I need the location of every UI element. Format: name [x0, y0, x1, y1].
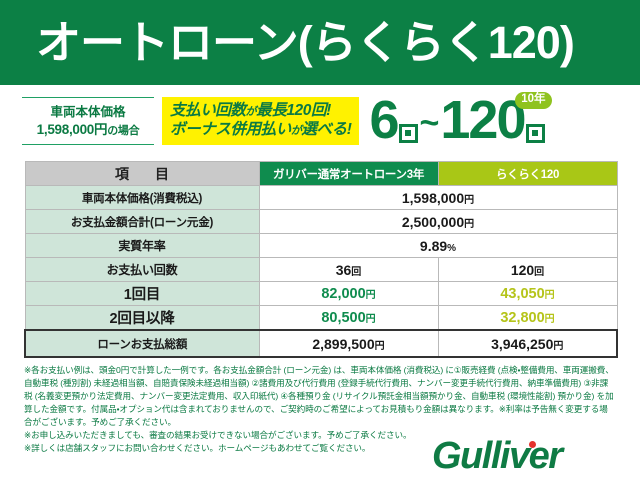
- disclaimer-text: ※各お支払い例は、頭金0円で計算した一例です。各お支払金額合計 (ローン元金) …: [24, 364, 616, 455]
- disclaimer-paragraph-3: ※詳しくは店舗スタッフにお問い合わせください。ホームページもあわせてご覧ください…: [24, 443, 371, 454]
- row-value-rakuraku: 43,050円: [437, 281, 618, 306]
- cell-value: 9.89: [419, 237, 448, 254]
- cell-value: 120: [510, 261, 535, 278]
- table-row: 実質年率 9.89%: [24, 233, 618, 258]
- vehicle-price-note: 車両本体価格 1,598,000円の場合: [22, 96, 154, 146]
- vehicle-price-value: 1,598,000円: [36, 121, 108, 137]
- hero-strip: 車両本体価格 1,598,000円の場合 支払い回数が最長120回! ボーナス併…: [0, 85, 640, 157]
- cell-value: 43,050: [500, 285, 545, 302]
- range-max-value: 120: [440, 90, 526, 151]
- footer-area: ※各お支払い例は、頭金0円で計算した一例です。各お支払金額合計 (ローン元金) …: [24, 364, 616, 475]
- cell-unit: 円: [365, 313, 376, 325]
- row-value-rakuraku: 120回: [437, 257, 618, 282]
- range-min-value: 6: [369, 90, 399, 151]
- header-banner: オートローン(らくらく120): [0, 0, 640, 85]
- row-label: 1回目: [24, 281, 260, 306]
- cell-value: 3,946,250: [491, 335, 554, 352]
- table-row: ローンお支払総額 2,899,500円 3,946,250円: [24, 329, 618, 358]
- promo-highlight-box: 支払い回数が最長120回! ボーナス併用払いが選べる!: [162, 96, 360, 146]
- cell-unit: 円: [464, 194, 475, 206]
- gulliver-logo-dot-icon: [529, 441, 536, 449]
- promo-line-1: 支払い回数が最長120回!: [170, 102, 351, 121]
- page-title: オートローン(らくらく120): [36, 17, 575, 68]
- row-label: 実質年率: [24, 233, 260, 258]
- row-value-rakuraku: 3,946,250円: [437, 329, 618, 358]
- promo-line-2-particle: が: [290, 124, 302, 137]
- promo-line-1-particle: が: [245, 105, 257, 118]
- range-separator: ~: [419, 103, 440, 142]
- column-header-standard-loan: ガリバー通常オートローン3年: [258, 161, 439, 186]
- cell-value: 2,899,500: [312, 335, 375, 352]
- cell-unit: 回: [351, 266, 362, 278]
- row-label: お支払い回数: [24, 257, 260, 282]
- vehicle-price-amount: 1,598,000円の場合: [22, 121, 154, 139]
- row-value-both: 9.89%: [258, 233, 618, 258]
- kai-unit-icon: [525, 123, 545, 143]
- promo-line-1-tail: 最長120回!: [256, 101, 331, 119]
- table-row: お支払い回数 36回 120回: [24, 257, 618, 282]
- row-label: 2回目以降: [24, 305, 260, 331]
- row-value-standard: 2,899,500円: [258, 329, 439, 358]
- row-value-both: 2,500,000円: [258, 209, 618, 234]
- cell-unit: 円: [374, 340, 385, 352]
- row-label: お支払金額合計(ローン元金): [24, 209, 260, 234]
- vehicle-price-suffix: の場合: [107, 124, 140, 137]
- promo-line-2: ボーナス併用払いが選べる!: [170, 120, 352, 140]
- gulliver-logo: Gulliver: [432, 437, 612, 483]
- promo-line-2-head: ボーナス併用払い: [170, 120, 291, 138]
- row-value-standard: 80,500円: [258, 305, 439, 331]
- cell-value: 1,598,000: [401, 189, 465, 206]
- cell-unit: 円: [464, 218, 475, 230]
- cell-unit: 円: [553, 340, 564, 352]
- installment-range: 6 ~ 120 10年: [369, 90, 552, 151]
- cell-value: 80,500: [321, 309, 366, 326]
- row-value-both: 1,598,000円: [258, 185, 618, 210]
- table-row: お支払金額合計(ローン元金) 2,500,000円: [24, 209, 618, 234]
- column-header-rakuraku120: らくらく120: [437, 161, 618, 186]
- kai-unit-icon: [398, 123, 418, 143]
- promo-line-2-tail: 選べる!: [301, 120, 352, 138]
- cell-value: 32,800: [500, 309, 545, 326]
- cell-unit: 円: [544, 289, 555, 301]
- disclaimer-paragraph-1: ※各お支払い例は、頭金0円で計算した一例です。各お支払金額合計 (ローン元金) …: [24, 365, 614, 428]
- table-row: 2回目以降 80,500円 32,800円: [24, 305, 618, 331]
- cell-value: 36: [335, 261, 352, 278]
- promo-line-1-head: 支払い回数: [170, 101, 246, 119]
- loan-comparison-table-wrap: 項 目 ガリバー通常オートローン3年 らくらく120 車両本体価格(消費税込) 1…: [24, 161, 618, 358]
- cell-unit: 回: [534, 266, 545, 278]
- cell-unit: 円: [544, 313, 555, 325]
- column-header-item: 項 目: [24, 161, 260, 186]
- table-body: 車両本体価格(消費税込) 1,598,000円 お支払金額合計(ローン元金) 2,50…: [24, 185, 618, 358]
- gulliver-logo-text: Gulliver: [432, 435, 563, 478]
- row-label: 車両本体価格(消費税込): [24, 185, 260, 210]
- disclaimer-paragraph-2: ※お申し込みいただきましても、審査の結果お受けできない場合がございます。予めご了…: [24, 430, 412, 441]
- ten-year-badge: 10年: [515, 92, 552, 109]
- row-value-standard: 82,000円: [258, 281, 439, 306]
- row-value-rakuraku: 32,800円: [437, 305, 618, 331]
- cell-value: 2,500,000: [401, 213, 465, 230]
- cell-unit: 円: [365, 289, 376, 301]
- table-row: 車両本体価格(消費税込) 1,598,000円: [24, 185, 618, 210]
- loan-comparison-table: 項 目 ガリバー通常オートローン3年 らくらく120 車両本体価格(消費税込) 1…: [24, 161, 618, 358]
- row-label: ローンお支払総額: [24, 329, 260, 358]
- vehicle-price-label: 車両本体価格: [50, 104, 126, 119]
- cell-value: 82,000: [321, 285, 366, 302]
- table-header-row: 項 目 ガリバー通常オートローン3年 らくらく120: [24, 161, 618, 186]
- row-value-standard: 36回: [258, 257, 439, 282]
- table-row: 1回目 82,000円 43,050円: [24, 281, 618, 306]
- cell-unit: %: [447, 242, 457, 254]
